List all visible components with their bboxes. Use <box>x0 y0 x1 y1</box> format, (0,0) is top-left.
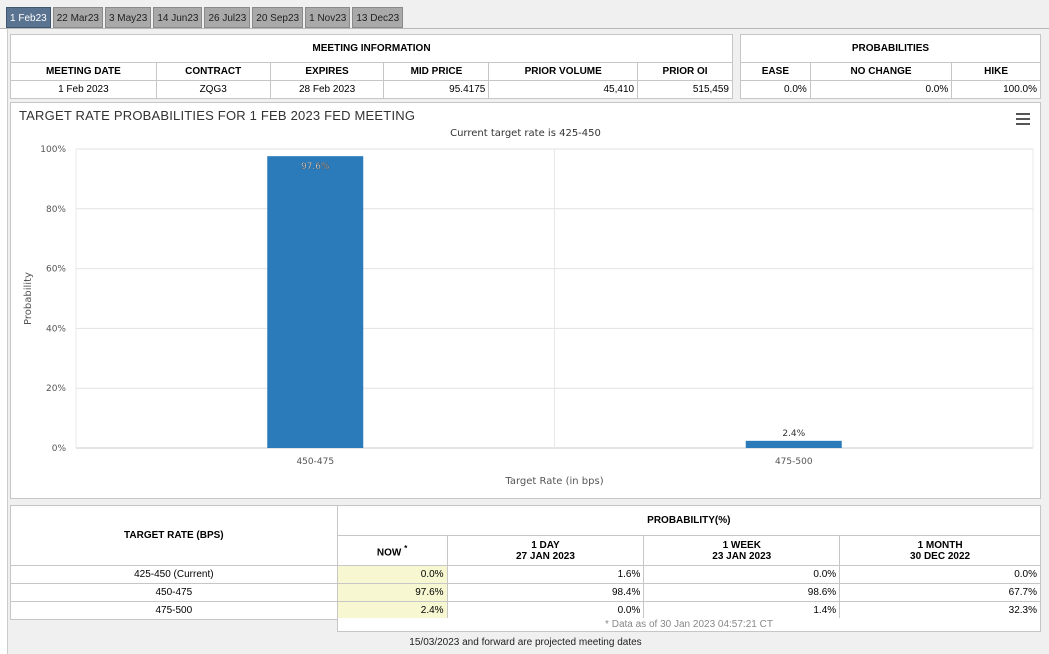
y-axis-label: Probability <box>23 272 34 325</box>
data-label: 97.6% <box>301 162 330 172</box>
tab-divider <box>0 28 1049 29</box>
y-tick-label: 40% <box>46 324 66 334</box>
hike-value: 100.0% <box>951 80 1041 99</box>
month-cell: 67.7% <box>839 583 1041 602</box>
data-label: 2.4% <box>782 429 805 439</box>
y-tick-label: 60% <box>46 265 66 275</box>
table-row: 450-475 97.6% 98.4% 98.6% 67.7% <box>10 583 1041 602</box>
prior-oi-value: 515,459 <box>637 80 733 99</box>
y-tick-label: 100% <box>40 145 66 155</box>
week-cell: 1.4% <box>643 601 841 620</box>
probabilities-table: PROBABILITIES EASE NO CHANGE HIKE 0.0% 0… <box>740 34 1041 99</box>
header-mid-price: MID PRICE <box>383 62 490 81</box>
day-cell: 98.4% <box>446 583 645 602</box>
mid-price-value: 95.4175 <box>383 80 490 99</box>
tab-13-dec23[interactable]: 13 Dec23 <box>352 7 404 28</box>
chart-title: TARGET RATE PROBABILITIES FOR 1 FEB 2023… <box>19 108 416 123</box>
rate-cell: 475-500 <box>10 601 338 620</box>
header-probability: PROBABILITY(%) <box>336 505 1042 536</box>
header-meeting-date: MEETING DATE <box>10 62 157 81</box>
month-cell: 32.3% <box>839 601 1041 620</box>
header-expires: EXPIRES <box>269 62 385 81</box>
header-contract: CONTRACT <box>155 62 271 81</box>
left-edge <box>0 29 8 654</box>
header-1-day: 1 DAY 27 JAN 2023 <box>446 535 645 566</box>
header-prior-volume: PRIOR VOLUME <box>488 62 639 81</box>
tab-22-mar23[interactable]: 22 Mar23 <box>52 7 103 28</box>
header-prior-oi: PRIOR OI <box>637 62 733 81</box>
header-1-week: 1 WEEK 23 JAN 2023 <box>643 535 841 566</box>
prior-volume-value: 45,410 <box>488 80 639 99</box>
bar-450-475 <box>267 156 364 448</box>
week-cell: 98.6% <box>643 583 841 602</box>
header-now: NOW * <box>336 535 448 566</box>
header-hike: HIKE <box>951 62 1041 81</box>
chart-panel: TARGET RATE PROBABILITIES FOR 1 FEB 2023… <box>10 102 1041 499</box>
chart-subtitle: Current target rate is 425-450 <box>450 128 601 139</box>
header-1-month: 1 MONTH 30 DEC 2022 <box>839 535 1041 566</box>
rate-cell: 425-450 (Current) <box>10 565 338 584</box>
meeting-information-title: MEETING INFORMATION <box>10 34 733 63</box>
rate-cell: 450-475 <box>10 583 338 602</box>
tab-14-jun23[interactable]: 14 Jun23 <box>153 7 203 28</box>
now-cell: 97.6% <box>336 583 448 602</box>
day-cell: 1.6% <box>446 565 645 584</box>
header-target-rate: TARGET RATE (BPS) <box>10 505 338 566</box>
bar-475-500 <box>745 440 842 448</box>
ease-value: 0.0% <box>740 80 811 99</box>
contract-value: ZQG3 <box>155 80 271 99</box>
meeting-tabs: 1 Feb23 22 Mar23 3 May23 14 Jun23 26 Jul23 20… <box>6 7 404 29</box>
chart-menu-icon[interactable] <box>1016 113 1030 125</box>
tab-3-may23[interactable]: 3 May23 <box>104 7 152 28</box>
header-ease: EASE <box>740 62 811 81</box>
tab-1-feb23[interactable]: 1 Feb23 <box>6 7 51 28</box>
table-row: 425-450 (Current) 0.0% 1.6% 0.0% 0.0% <box>10 565 1041 584</box>
week-cell: 0.0% <box>643 565 841 584</box>
header-no-change: NO CHANGE <box>809 62 953 81</box>
probability-chart: 0% 20% 40% 60% 80% 100% 97.6% 450-475 2.4% 475-50… <box>23 145 1034 487</box>
now-cell: 0.0% <box>336 565 448 584</box>
target-rate-probability-table: TARGET RATE (BPS) PROBABILITY(%) NOW * 1… <box>10 505 1042 620</box>
y-tick-label: 20% <box>46 384 66 394</box>
month-cell: 0.0% <box>839 565 1041 584</box>
tab-20-sep23[interactable]: 20 Sep23 <box>252 7 304 28</box>
x-tick-label: 475-500 <box>775 457 813 467</box>
day-cell: 0.0% <box>446 601 645 620</box>
probabilities-title: PROBABILITIES <box>740 34 1041 63</box>
tab-26-jul23[interactable]: 26 Jul23 <box>204 7 251 28</box>
no-change-value: 0.0% <box>809 80 953 99</box>
y-tick-label: 80% <box>46 205 66 215</box>
meeting-date-value: 1 Feb 2023 <box>10 80 157 99</box>
tab-1-nov23[interactable]: 1 Nov23 <box>305 7 351 28</box>
x-tick-label: 450-475 <box>296 457 334 467</box>
expires-value: 28 Feb 2023 <box>269 80 385 99</box>
y-tick-label: 0% <box>52 444 67 454</box>
meeting-information-table: MEETING INFORMATION MEETING DATE CONTRAC… <box>10 34 733 99</box>
projected-dates-note: 15/03/2023 and forward are projected mee… <box>409 637 642 648</box>
data-timestamp-footnote: * Data as of 30 Jan 2023 04:57:21 CT <box>337 618 1041 632</box>
table-row: 475-500 2.4% 0.0% 1.4% 32.3% <box>10 601 1041 620</box>
x-axis-label: Target Rate (in bps) <box>504 476 603 487</box>
now-cell: 2.4% <box>336 601 448 620</box>
